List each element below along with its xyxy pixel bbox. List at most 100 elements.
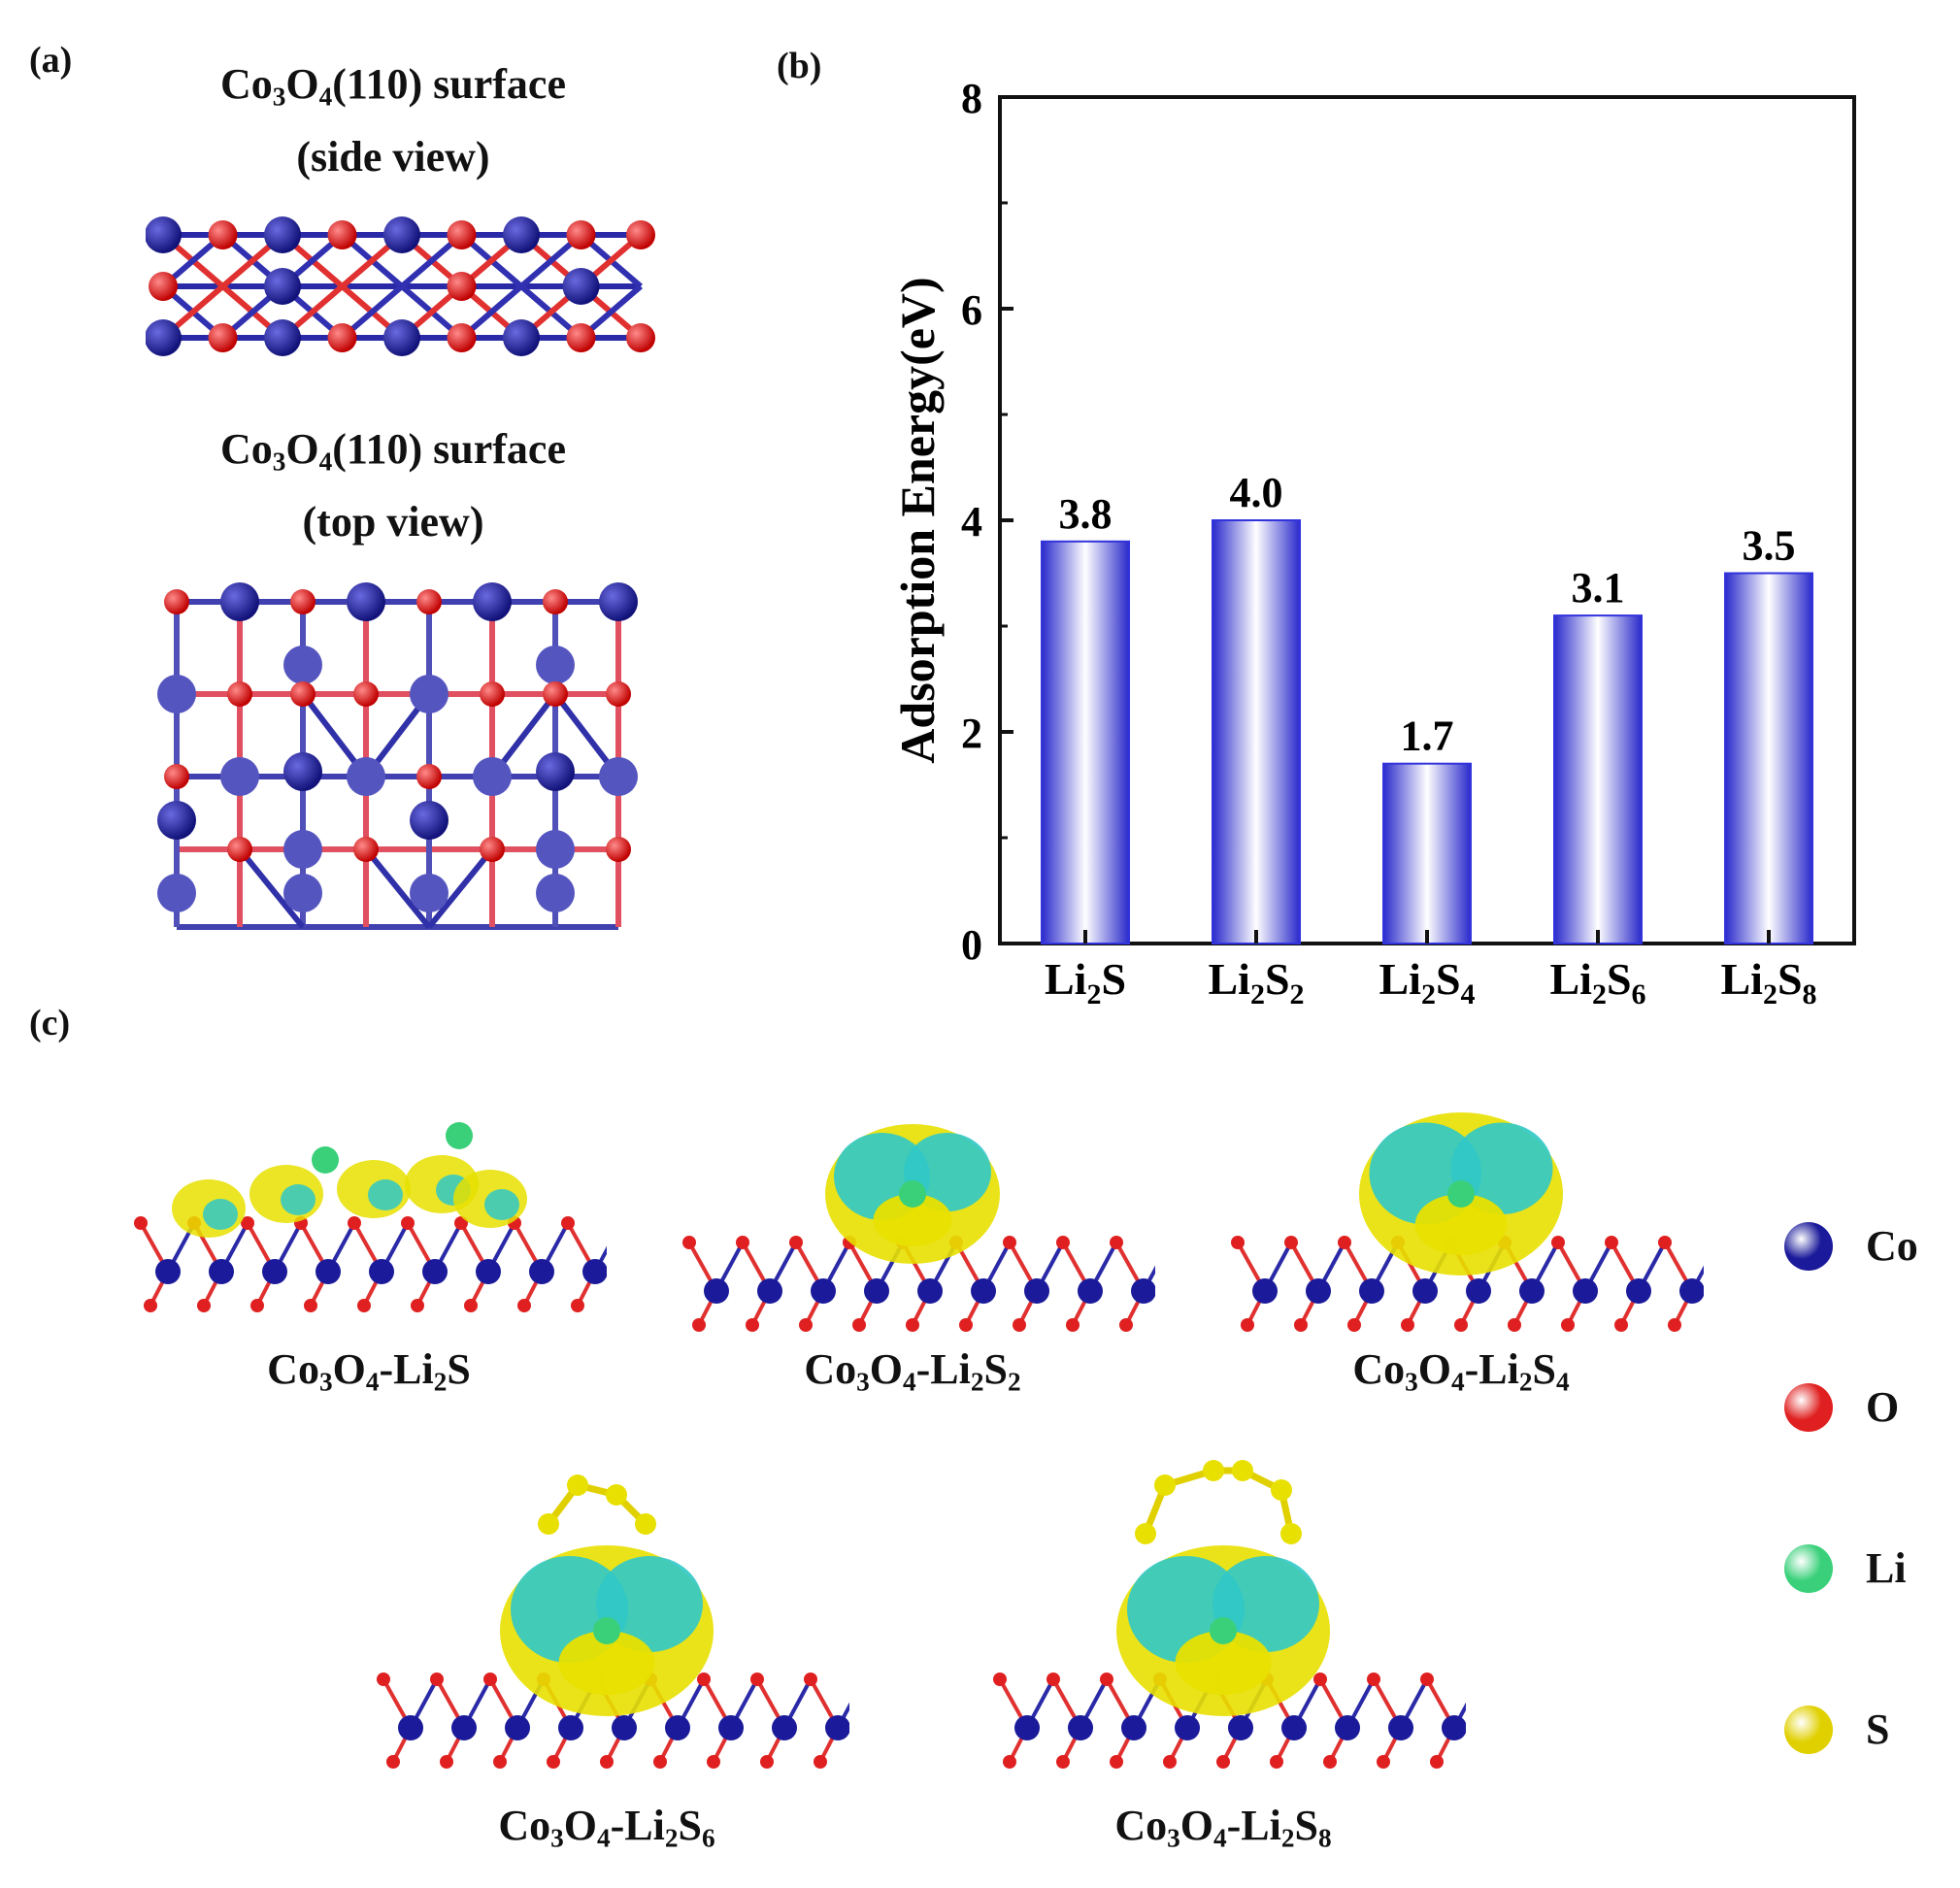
co-atom [536,752,575,791]
o-atom [547,1755,560,1769]
co-atom [451,1715,477,1740]
o-atom [653,1755,667,1769]
o-atom [1430,1755,1444,1769]
co-atom [1519,1278,1545,1304]
o-atom [626,323,655,352]
co-atom [612,1715,637,1740]
legend-label: Co [1866,1222,1918,1270]
charge-density-structure-image [377,1474,849,1769]
co-atom [704,1278,729,1304]
co-atom [283,752,322,791]
co-atom [971,1278,996,1304]
li-atom [446,1122,473,1149]
o-atom [250,1299,264,1312]
o-atom [447,272,477,301]
bar [1382,762,1472,945]
co-atom [155,1259,181,1284]
co-atom [1573,1278,1598,1304]
co-atom [864,1278,889,1304]
s-atom [567,1474,588,1496]
o-atom [1056,1236,1070,1249]
s-atom [1203,1460,1224,1481]
o-atom [1323,1755,1337,1769]
top-view-structure [157,582,638,930]
co-atom [264,319,301,356]
panel-label-b: (b) [777,46,822,86]
co-atom [369,1259,394,1284]
s-atom [635,1513,656,1535]
structure-caption: Co3O4-Li2S6 [498,1802,715,1853]
top-view-title-line2: (top view) [302,497,484,546]
o-atom [626,220,655,249]
x-tick-label: Li2S8 [1720,954,1816,1010]
o-atom [377,1673,390,1686]
co-atom [503,216,540,253]
legend-item-co: Co [1784,1221,1918,1271]
o-atom [1046,1673,1060,1686]
legend-label: O [1866,1383,1900,1431]
o-atom [993,1673,1007,1686]
legend-label: S [1866,1706,1890,1753]
bar-value-label: 3.8 [1059,490,1113,538]
o-atom [480,681,505,707]
co-atom-lower [283,874,322,912]
o-atom [164,589,189,614]
o-atom [411,1299,424,1312]
structure-caption: Co3O4-Li2S2 [804,1345,1021,1397]
y-tick-label: 6 [961,286,982,334]
o-atom [1284,1236,1298,1249]
co-atom [825,1715,849,1740]
side-view-title: Co3O4(110) surface (side view) [126,54,660,187]
o-atom [1658,1236,1672,1249]
co-atom [665,1715,690,1740]
co-atom [1626,1278,1651,1304]
co-atom [1679,1278,1704,1304]
y-tick-label: 2 [961,710,982,757]
o-atom [606,681,631,707]
o-atom [1231,1236,1245,1249]
o-atom [430,1673,444,1686]
co-atom [1335,1715,1360,1740]
o-atom [483,1673,497,1686]
o-atom [736,1236,749,1249]
side-view-title-line2: (side view) [296,132,490,181]
o-atom [692,1318,706,1332]
s-atom [1271,1479,1292,1501]
o-atom [1377,1755,1390,1769]
bar-value-label: 1.7 [1401,712,1454,760]
co-atom [718,1715,744,1740]
o-atom [1013,1318,1026,1332]
legend-label: Li [1866,1544,1907,1592]
co-atom [1175,1715,1200,1740]
o-atom [1551,1236,1565,1249]
x-tick-label: Li2S6 [1549,954,1645,1010]
panel-label-c: (c) [29,1003,71,1043]
o-atom [447,323,477,352]
co-atom [220,582,259,621]
legend-item-li: Li [1784,1543,1907,1593]
legend-swatch [1784,1221,1833,1271]
o-atom [144,1299,157,1312]
co-atom-lower [283,830,322,869]
co-atom [1252,1278,1278,1304]
o-atom [1056,1755,1070,1769]
li-atom [593,1617,620,1644]
o-atom [600,1755,614,1769]
co-atom [503,319,540,356]
li-atom [899,1180,926,1208]
o-atom [799,1318,813,1332]
o-atom [386,1755,400,1769]
o-atom [290,681,316,707]
o-atom [1119,1318,1133,1332]
co-atom [1228,1715,1253,1740]
o-atom [401,1216,415,1230]
li-atom [1210,1617,1237,1644]
o-atom [1100,1673,1113,1686]
o-atom [447,220,477,249]
o-atom [1110,1236,1123,1249]
o-atom [804,1673,817,1686]
o-atom [682,1236,696,1249]
top-view-title-line1: Co3O4(110) surface [219,425,566,477]
co-atom-lower [157,874,196,912]
bar-value-label: 3.5 [1743,522,1796,570]
